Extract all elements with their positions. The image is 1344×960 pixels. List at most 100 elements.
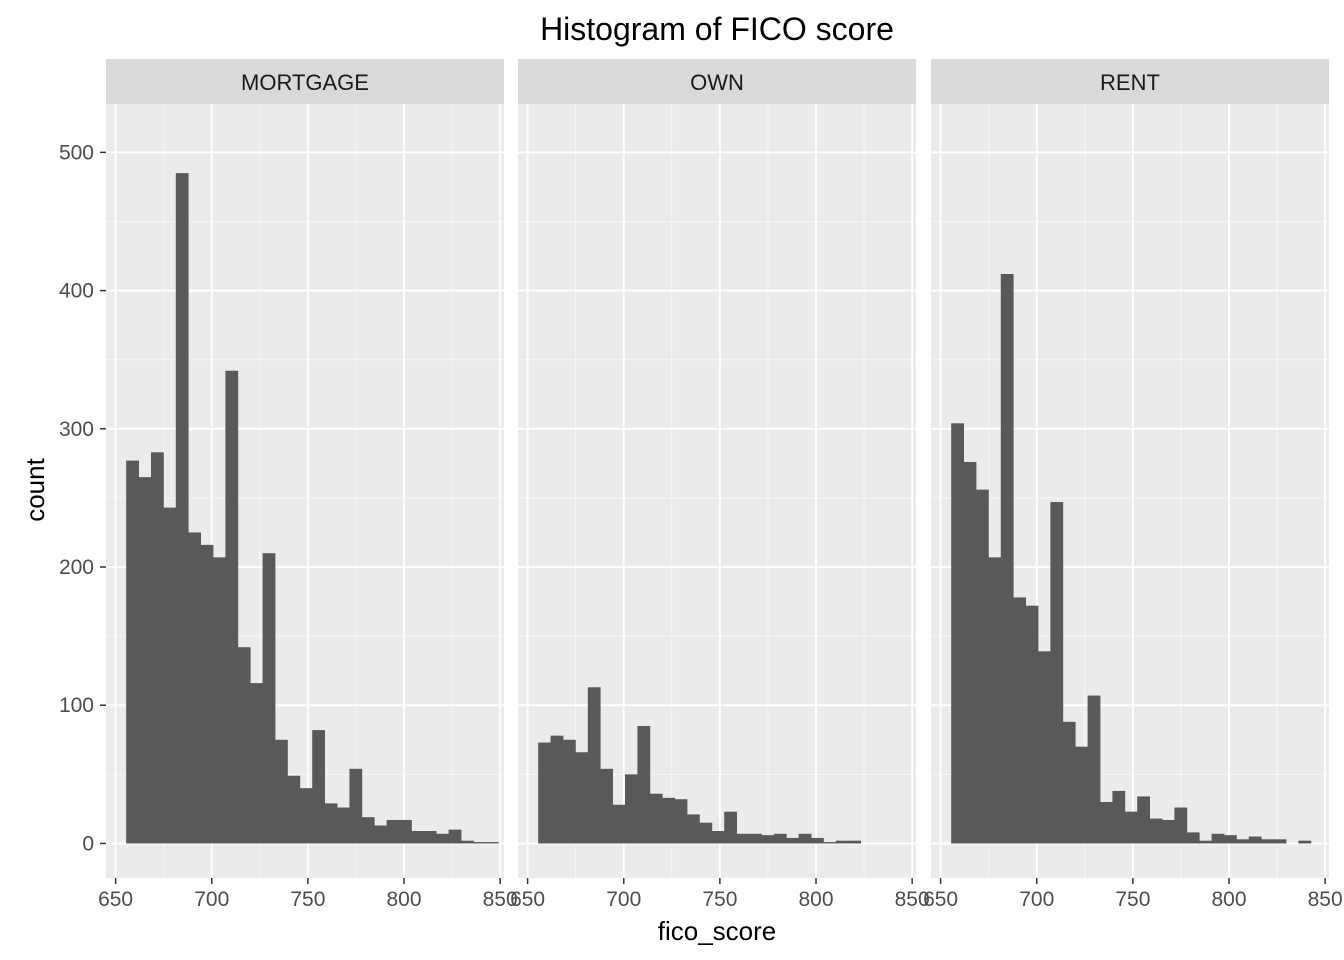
- histogram-bar: [461, 840, 474, 844]
- x-tick-label: 750: [702, 888, 737, 911]
- histogram-bar: [1298, 840, 1312, 844]
- histogram-bar: [287, 775, 301, 844]
- histogram-bar: [1100, 801, 1113, 844]
- y-tick-label: 400: [59, 280, 94, 303]
- histogram-bar: [687, 814, 700, 844]
- histogram-bar: [237, 647, 251, 844]
- histogram-bar: [262, 553, 276, 844]
- histogram-bar: [448, 829, 462, 844]
- histogram-bar: [1112, 790, 1126, 844]
- histogram-bar: [975, 489, 989, 844]
- y-tick-label: 300: [59, 418, 94, 441]
- histogram-bar: [126, 460, 139, 844]
- x-axis-title: fico_score: [658, 916, 777, 946]
- histogram-bar: [600, 768, 613, 844]
- x-tick-label: 800: [386, 888, 421, 911]
- x-tick-label: 800: [1211, 888, 1246, 911]
- histogram-bar: [624, 774, 638, 844]
- histogram-bar: [200, 544, 214, 844]
- histogram-bar: [811, 837, 824, 844]
- histogram-bar: [1149, 818, 1163, 844]
- histogram-bar: [662, 797, 676, 844]
- histogram-bar: [1137, 796, 1151, 844]
- histogram-bar: [538, 742, 551, 844]
- histogram-bar: [562, 739, 576, 844]
- x-tick-label: 750: [290, 888, 325, 911]
- facet-panels: MORTGAGE 650 700 750 800 850 OWN 650 700 750 800 85…: [98, 59, 1343, 911]
- histogram-bar: [1050, 502, 1064, 844]
- histogram-bar: [674, 799, 688, 844]
- facet-rent: RENT 650 700 750 800 850: [923, 59, 1343, 911]
- histogram-bar: [699, 822, 713, 844]
- histogram-bar: [963, 461, 977, 844]
- histogram-bar: [349, 768, 363, 844]
- histogram-bar: [1174, 807, 1188, 844]
- histogram-bar: [848, 840, 862, 844]
- histogram-bar: [823, 842, 837, 844]
- x-tick-label: 650: [510, 888, 545, 911]
- panel-background: [518, 104, 916, 878]
- histogram-bar: [550, 735, 564, 844]
- x-tick-label: 650: [923, 888, 958, 911]
- histogram-bar: [798, 833, 812, 844]
- histogram-bar: [1037, 651, 1051, 844]
- histogram-bar: [835, 840, 849, 844]
- histogram-bar: [225, 370, 239, 844]
- x-tick-label: 750: [1115, 888, 1150, 911]
- histogram-bar: [637, 725, 651, 844]
- histogram-bar: [212, 557, 226, 844]
- histogram-bar: [374, 825, 388, 844]
- histogram-bar: [575, 752, 589, 844]
- x-tick-label: 700: [606, 888, 641, 911]
- histogram-bar: [1199, 840, 1213, 844]
- histogram-bar: [612, 804, 626, 844]
- histogram-bar: [163, 507, 177, 844]
- histogram-bar: [1236, 839, 1250, 844]
- y-tick-label: 200: [59, 556, 94, 579]
- histogram-bar: [337, 807, 350, 844]
- histogram-bar: [951, 423, 964, 844]
- histogram-bar: [1124, 811, 1138, 844]
- histogram-bar: [1261, 839, 1275, 844]
- y-tick-label: 0: [82, 832, 94, 855]
- x-tick-label: 650: [98, 888, 133, 911]
- histogram-bar: [773, 833, 787, 844]
- histogram-bar: [361, 817, 375, 844]
- histogram-bar: [423, 831, 437, 844]
- histogram-bar: [1025, 605, 1039, 844]
- x-tick-label: 700: [1019, 888, 1054, 911]
- facet-strip: [931, 59, 1329, 104]
- histogram-bar: [175, 173, 189, 844]
- histogram-bar: [761, 835, 775, 844]
- histogram-bar: [1062, 721, 1076, 844]
- histogram-bar: [736, 833, 750, 844]
- histogram-bar: [473, 842, 487, 844]
- histogram-bar: [399, 819, 412, 844]
- y-axis-title: count: [20, 457, 50, 521]
- histogram-bar: [711, 831, 725, 844]
- histogram-bar: [1013, 597, 1026, 844]
- histogram-bar: [1087, 695, 1101, 844]
- histogram-bar: [138, 477, 152, 844]
- histogram-bar: [411, 831, 425, 844]
- facet-strip-label: RENT: [1100, 70, 1160, 95]
- histogram-bar: [1211, 833, 1225, 844]
- histogram-bar: [188, 532, 201, 844]
- histogram-bar: [988, 557, 1002, 844]
- facet-strip-label: OWN: [690, 70, 744, 95]
- histogram-bar: [587, 687, 601, 844]
- histogram-bar: [1000, 274, 1014, 844]
- x-tick-label: 700: [194, 888, 229, 911]
- y-tick-label: 500: [59, 141, 94, 164]
- histogram-bar: [1075, 746, 1089, 844]
- histogram-bar: [724, 811, 738, 844]
- histogram-bar: [485, 842, 499, 844]
- histogram-bar: [324, 803, 338, 844]
- histogram-bar: [312, 730, 326, 844]
- histogram-bar: [436, 833, 450, 844]
- histogram-bar: [250, 683, 264, 844]
- histogram-bar: [749, 833, 762, 844]
- histogram-bar: [1248, 836, 1262, 844]
- histogram-bar: [299, 788, 313, 844]
- histogram-bar: [275, 739, 288, 844]
